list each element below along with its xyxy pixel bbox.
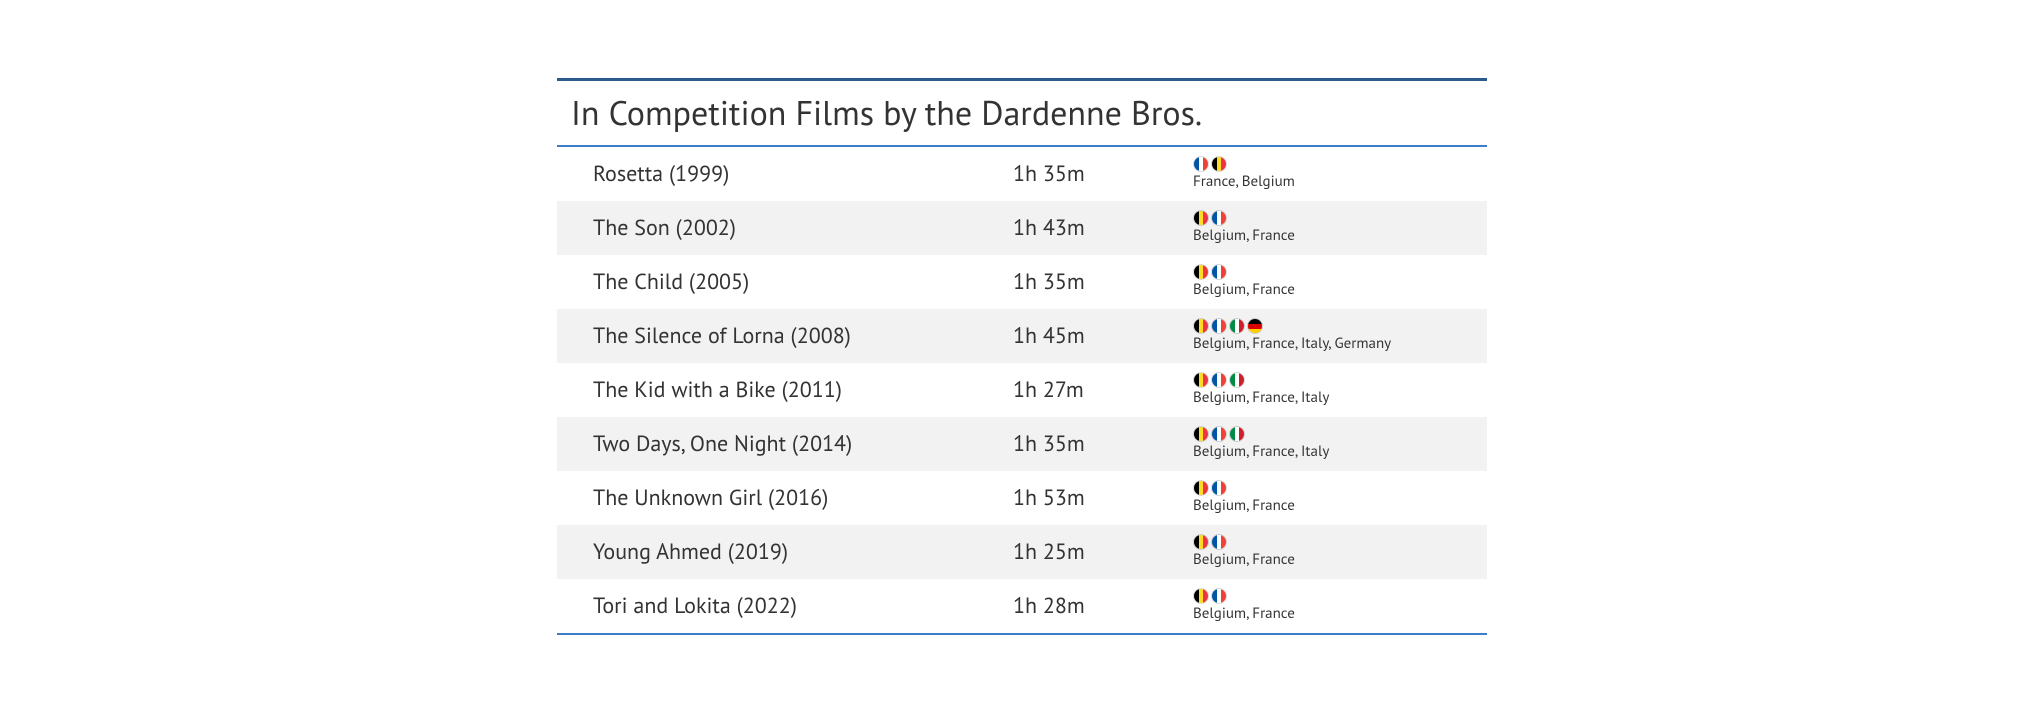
film-runtime: 1h 43m [1013, 214, 1193, 242]
flag-row [1193, 156, 1469, 172]
film-runtime: 1h 35m [1013, 268, 1193, 296]
france-flag-icon [1211, 480, 1227, 496]
france-flag-icon [1211, 426, 1227, 442]
table-row: The Child (2005)1h 35mBelgium, France [557, 255, 1487, 309]
film-title-year: The Silence of Lorna (2008) [593, 322, 1013, 350]
film-countries: Belgium, France, Italy [1193, 372, 1469, 407]
belgium-flag-icon [1193, 426, 1209, 442]
germany-flag-icon [1247, 318, 1263, 334]
france-flag-icon [1211, 210, 1227, 226]
film-title-year: Tori and Lokita (2022) [593, 592, 1013, 620]
belgium-flag-icon [1211, 156, 1227, 172]
film-title-year: Rosetta (1999) [593, 160, 1013, 188]
countries-label: Belgium, France [1193, 498, 1469, 515]
film-countries: Belgium, France [1193, 264, 1469, 299]
belgium-flag-icon [1193, 480, 1209, 496]
film-runtime: 1h 27m [1013, 376, 1193, 404]
film-countries: Belgium, France [1193, 588, 1469, 623]
table-row: Two Days, One Night (2014)1h 35mBelgium,… [557, 417, 1487, 471]
film-runtime: 1h 25m [1013, 538, 1193, 566]
table-row: The Son (2002)1h 43mBelgium, France [557, 201, 1487, 255]
france-flag-icon [1211, 588, 1227, 604]
france-flag-icon [1193, 156, 1209, 172]
belgium-flag-icon [1193, 318, 1209, 334]
film-runtime: 1h 35m [1013, 430, 1193, 458]
table-row: Rosetta (1999)1h 35mFrance, Belgium [557, 147, 1487, 201]
film-countries: Belgium, France, Italy, Germany [1193, 318, 1469, 353]
film-title-year: The Kid with a Bike (2011) [593, 376, 1013, 404]
flag-row [1193, 372, 1469, 388]
flag-row [1193, 318, 1469, 334]
film-title-year: The Son (2002) [593, 214, 1013, 242]
table-row: The Silence of Lorna (2008)1h 45mBelgium… [557, 309, 1487, 363]
italy-flag-icon [1229, 426, 1245, 442]
bottom-rule [557, 633, 1487, 635]
film-countries: Belgium, France, Italy [1193, 426, 1469, 461]
film-countries: Belgium, France [1193, 210, 1469, 245]
film-runtime: 1h 45m [1013, 322, 1193, 350]
table-row: Young Ahmed (2019)1h 25mBelgium, France [557, 525, 1487, 579]
film-title-year: Young Ahmed (2019) [593, 538, 1013, 566]
flag-row [1193, 534, 1469, 550]
table-title: In Competition Films by the Dardenne Bro… [557, 81, 1487, 145]
flag-row [1193, 480, 1469, 496]
belgium-flag-icon [1193, 588, 1209, 604]
countries-label: Belgium, France, Italy [1193, 444, 1469, 461]
film-countries: Belgium, France [1193, 534, 1469, 569]
france-flag-icon [1211, 318, 1227, 334]
countries-label: Belgium, France [1193, 282, 1469, 299]
table-row: Tori and Lokita (2022)1h 28mBelgium, Fra… [557, 579, 1487, 633]
film-countries: France, Belgium [1193, 156, 1469, 191]
film-title-year: Two Days, One Night (2014) [593, 430, 1013, 458]
film-title-year: The Child (2005) [593, 268, 1013, 296]
countries-label: Belgium, France, Italy, Germany [1193, 336, 1469, 353]
belgium-flag-icon [1193, 264, 1209, 280]
countries-label: France, Belgium [1193, 174, 1469, 191]
film-runtime: 1h 35m [1013, 160, 1193, 188]
france-flag-icon [1211, 264, 1227, 280]
countries-label: Belgium, France [1193, 228, 1469, 245]
belgium-flag-icon [1193, 372, 1209, 388]
film-runtime: 1h 28m [1013, 592, 1193, 620]
table-row: The Unknown Girl (2016)1h 53mBelgium, Fr… [557, 471, 1487, 525]
countries-label: Belgium, France [1193, 606, 1469, 623]
italy-flag-icon [1229, 372, 1245, 388]
flag-row [1193, 426, 1469, 442]
flag-row [1193, 588, 1469, 604]
belgium-flag-icon [1193, 210, 1209, 226]
countries-label: Belgium, France [1193, 552, 1469, 569]
countries-label: Belgium, France, Italy [1193, 390, 1469, 407]
table-row: The Kid with a Bike (2011)1h 27mBelgium,… [557, 363, 1487, 417]
france-flag-icon [1211, 372, 1227, 388]
film-title-year: The Unknown Girl (2016) [593, 484, 1013, 512]
italy-flag-icon [1229, 318, 1245, 334]
flag-row [1193, 210, 1469, 226]
france-flag-icon [1211, 534, 1227, 550]
flag-row [1193, 264, 1469, 280]
film-runtime: 1h 53m [1013, 484, 1193, 512]
films-table: In Competition Films by the Dardenne Bro… [557, 78, 1487, 635]
film-countries: Belgium, France [1193, 480, 1469, 515]
belgium-flag-icon [1193, 534, 1209, 550]
